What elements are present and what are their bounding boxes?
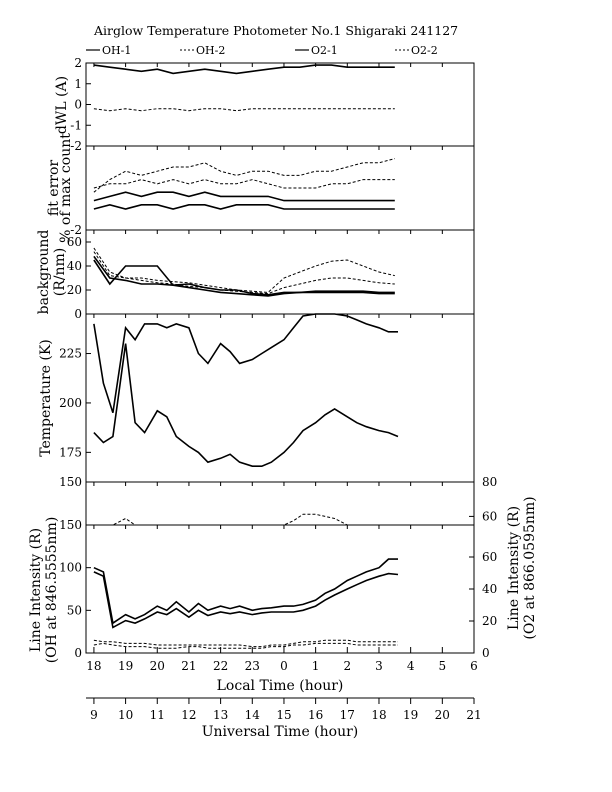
ytick-label-temperature-left-1: 200 bbox=[59, 396, 82, 410]
ytick-label-dwl-left-0: -2 bbox=[70, 139, 82, 153]
ytick-label-background-left-3: 60 bbox=[67, 235, 82, 249]
series-line_intensity-oh-2 bbox=[93, 571, 399, 629]
series-temperature-oh bbox=[93, 313, 398, 414]
ytick-label-line_intensity-left-1: 50 bbox=[67, 603, 82, 617]
xtick-ut-label-6: 15 bbox=[276, 708, 291, 722]
panel-fit-error-frame bbox=[85, 145, 475, 231]
xtick-ut-label-11: 20 bbox=[435, 708, 450, 722]
panel-temperature-frame bbox=[85, 313, 475, 483]
xtick-ut-label-8: 17 bbox=[340, 708, 355, 722]
ylabel-fit-error: fit error bbox=[46, 160, 62, 217]
xtick-local-label-0: 18 bbox=[86, 659, 101, 673]
series-background-oh-1 bbox=[93, 259, 395, 296]
ylabel-intensity-right: Line Intensity (R) bbox=[506, 506, 522, 630]
ylabel-background: background bbox=[36, 230, 52, 315]
xtick-local-label-7: 1 bbox=[312, 659, 320, 673]
series-line_intensity-oh-1 bbox=[93, 558, 398, 625]
xtick-ut-label-0: 9 bbox=[90, 708, 98, 722]
panel-background-frame bbox=[85, 229, 475, 315]
xtick-local-label-11: 5 bbox=[439, 659, 447, 673]
ytick-label-dwl-left-3: 1 bbox=[74, 77, 82, 91]
xtick-local-label-3: 21 bbox=[181, 659, 196, 673]
ytick-label-line_intensity-right-1: 20 bbox=[482, 614, 497, 628]
ytick-label-background-left-1: 20 bbox=[67, 283, 82, 297]
ticks-layer: -2-1012-20204060175200225050100150020406… bbox=[59, 56, 497, 722]
ytick-label-line_intensity_top-left-0: 150 bbox=[59, 475, 82, 489]
ytick-label-line_intensity-right-2: 40 bbox=[482, 582, 497, 596]
xtick-ut-label-4: 13 bbox=[213, 708, 228, 722]
legend-label-oh2: OH-2 bbox=[196, 44, 225, 57]
ytick-label-temperature-left-2: 225 bbox=[59, 347, 82, 361]
series-background-o2-1 bbox=[93, 255, 395, 297]
ytick-label-line_intensity_top-right-1: 80 bbox=[482, 475, 497, 489]
ytick-label-line_intensity-right-3: 60 bbox=[482, 550, 497, 564]
xtick-local-label-4: 22 bbox=[213, 659, 228, 673]
series-dwl-oh-1 bbox=[93, 64, 395, 75]
legend: OH-1 OH-2 O2-1 O2-2 bbox=[86, 44, 438, 57]
series-fit_error-o2-1 bbox=[93, 191, 395, 202]
xtick-ut-label-2: 11 bbox=[150, 708, 165, 722]
legend-label-o22: O2-2 bbox=[411, 44, 438, 57]
ylabel-intensity-left-sub: (OH at 846.5555nm) bbox=[44, 517, 60, 664]
series-line_intensity-o2-1 bbox=[93, 642, 398, 649]
xtick-local-label-5: 23 bbox=[245, 659, 260, 673]
xtick-ut-label-5: 14 bbox=[245, 708, 261, 722]
series-layer bbox=[93, 64, 399, 649]
xtick-local-label-8: 2 bbox=[343, 659, 351, 673]
ytick-label-dwl-left-2: 0 bbox=[74, 98, 82, 112]
ylabel-intensity-right-sub: (O2 at 866.0595nm) bbox=[522, 496, 538, 639]
ytick-label-line_intensity-left-2: 100 bbox=[59, 561, 82, 575]
ytick-label-background-left-0: 0 bbox=[74, 307, 82, 321]
local-time-axis-label: Local Time (hour) bbox=[217, 678, 344, 694]
figure-title: Airglow Temperature Photometer No.1 Shig… bbox=[93, 23, 458, 38]
ylabel-intensity-left: Line Intensity (R) bbox=[28, 528, 44, 652]
panel-intensity-top-frame bbox=[85, 481, 475, 526]
xtick-local-label-10: 4 bbox=[407, 659, 415, 673]
ytick-label-temperature-left-0: 175 bbox=[59, 445, 82, 459]
xtick-ut-label-9: 18 bbox=[371, 708, 386, 722]
legend-label-o21: O2-1 bbox=[311, 44, 338, 57]
panel-intensity-frame bbox=[85, 524, 475, 654]
ytick-label-line_intensity-left-3: 150 bbox=[59, 518, 82, 532]
xtick-ut-label-1: 10 bbox=[118, 708, 133, 722]
universal-time-axis-label: Universal Time (hour) bbox=[202, 724, 359, 740]
ylabel-dwl: dWL (A) bbox=[54, 76, 70, 134]
series-line_intensity-o2-2 bbox=[93, 639, 398, 648]
ylabel-background-unit: (R/nm) bbox=[52, 248, 68, 296]
series-temperature-o2 bbox=[93, 343, 399, 468]
xtick-ut-label-12: 21 bbox=[466, 708, 481, 722]
legend-label-oh1: OH-1 bbox=[102, 44, 131, 57]
ytick-label-line_intensity-right-0: 0 bbox=[482, 646, 490, 660]
ytick-label-line_intensity_top-right-0: 60 bbox=[482, 509, 497, 523]
series-fit_error-oh-1 bbox=[93, 203, 395, 210]
series-background-o2-2 bbox=[93, 251, 395, 295]
xtick-local-label-9: 3 bbox=[375, 659, 383, 673]
ylabel-fit-error-unit: % of max count bbox=[58, 133, 74, 243]
ytick-label-background-left-2: 40 bbox=[67, 259, 82, 273]
series-fit_error-o2-2 bbox=[93, 179, 395, 189]
ylabel-temperature: Temperature (K) bbox=[38, 339, 54, 457]
ytick-label-dwl-left-4: 2 bbox=[74, 56, 82, 70]
ytick-label-dwl-left-1: -1 bbox=[70, 118, 82, 132]
ytick-label-line_intensity-left-0: 0 bbox=[74, 646, 82, 660]
xtick-ut-label-3: 12 bbox=[181, 708, 196, 722]
xtick-local-label-6: 0 bbox=[280, 659, 288, 673]
series-background-oh-2 bbox=[93, 247, 395, 293]
xtick-local-label-1: 19 bbox=[118, 659, 133, 673]
xtick-ut-label-7: 16 bbox=[308, 708, 323, 722]
xtick-ut-label-10: 19 bbox=[403, 708, 418, 722]
xtick-local-label-12: 6 bbox=[470, 659, 478, 673]
panel-dwl-frame bbox=[85, 62, 475, 147]
series-fit_error-oh-2 bbox=[93, 158, 395, 193]
ytick-label-fit_error-left-0: -2 bbox=[70, 223, 82, 237]
series-line_intensity_top-o2-1 bbox=[93, 513, 398, 526]
xtick-local-label-2: 20 bbox=[150, 659, 165, 673]
series-dwl-oh-2 bbox=[93, 108, 395, 112]
